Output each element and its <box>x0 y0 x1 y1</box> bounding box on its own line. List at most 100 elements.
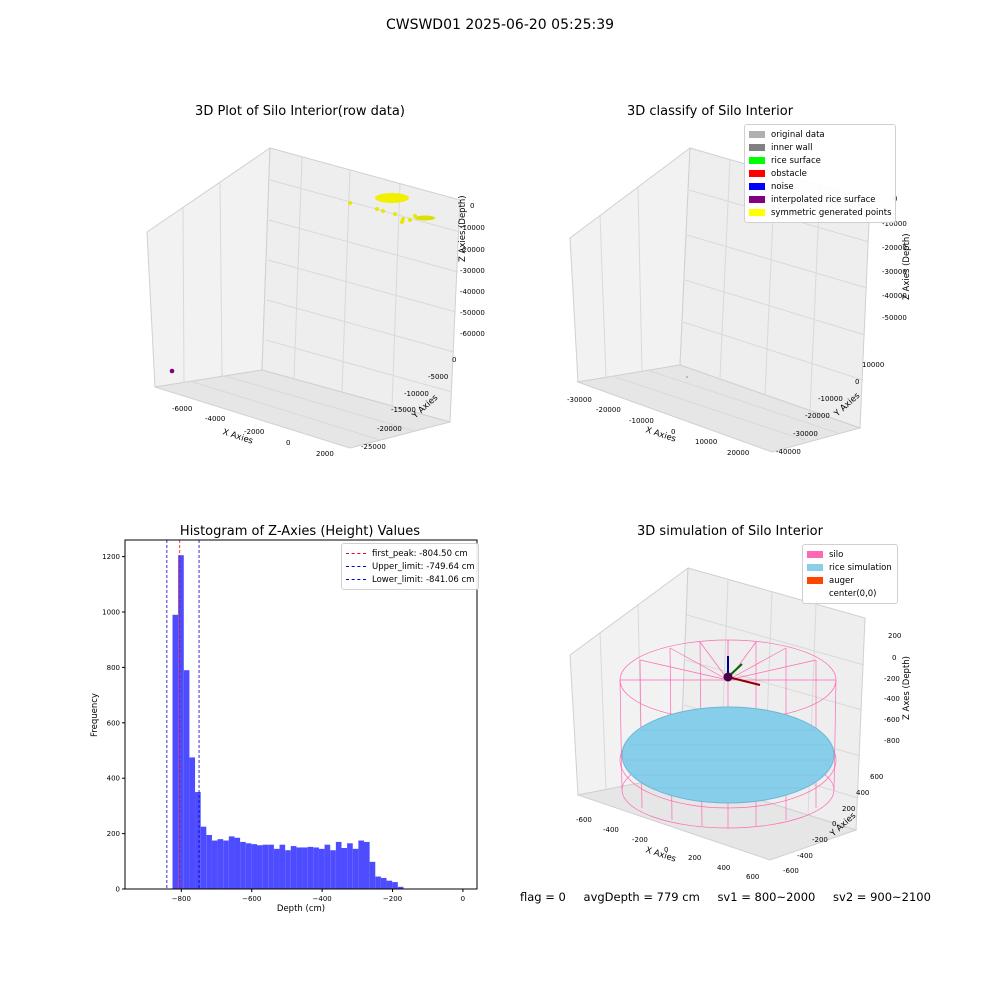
flag-text: flag = 0 <box>520 890 566 904</box>
legend-item-rice-simulation: rice simulation <box>807 561 893 574</box>
histogram-bar <box>290 846 297 889</box>
histogram-bar <box>397 886 404 889</box>
classify-ztick-1: -10000 <box>882 220 907 228</box>
classify-ztick-5: -50000 <box>882 314 907 322</box>
raw-xtick-3: 0 <box>286 439 291 447</box>
histogram-bar <box>347 843 353 889</box>
raw-xtick-4: 2000 <box>316 450 334 458</box>
legend-swatch <box>807 564 823 571</box>
raw-ztick-4: -40000 <box>460 288 485 296</box>
histogram-bar <box>386 880 393 889</box>
histogram-xlabel: Depth (cm) <box>277 904 325 914</box>
sim-ztick-2: -200 <box>884 675 900 683</box>
histogram-ytick-label: 0 <box>116 886 120 894</box>
simulation-legend: silo rice simulation auger center(0,0) <box>802 544 898 604</box>
histogram-bar <box>313 847 319 889</box>
legend-item-inner-wall: inner wall <box>749 141 891 154</box>
legend-item-symmetric-generated-points: symmetric generated points <box>749 206 892 219</box>
legend-label: center(0,0) <box>829 588 877 599</box>
legend-item-original-data: original data <box>749 128 891 141</box>
sim-ytick-6: -600 <box>783 867 799 875</box>
classify-legend: original data inner wall rice surface ob… <box>744 124 896 223</box>
sv2-text: sv2 = 900~2100 <box>833 890 931 904</box>
legend-item-lower-limit: Lower_limit: -841.06 cm <box>346 573 474 586</box>
raw-outlier-point <box>169 368 175 374</box>
histogram-xtick-label: −600 <box>242 895 261 903</box>
histogram-bar <box>189 757 196 889</box>
raw-ytick-3: -15000 <box>391 406 416 414</box>
legend-swatch <box>749 131 765 138</box>
histogram-xtick-label: 0 <box>461 895 465 903</box>
legend-line <box>346 566 366 567</box>
legend-item-rice-surface: rice surface <box>749 154 891 167</box>
legend-swatch <box>749 196 765 203</box>
histogram-bar <box>178 555 184 889</box>
legend-label: Lower_limit: -841.06 cm <box>372 574 475 585</box>
sim-ytick-3: 0 <box>832 820 837 828</box>
histogram-xtick-label: −200 <box>383 895 402 903</box>
histogram-bar <box>206 834 212 889</box>
classify-plot-title: 3D classify of Silo Interior <box>626 104 794 119</box>
histogram-chart: −800 −600 −400 −200 0 020040060080010001200 … <box>90 539 478 914</box>
raw-ytick-5: -25000 <box>361 443 386 451</box>
figure-title: CWSWD01 2025-06-20 05:25:39 <box>385 17 615 33</box>
histogram-ytick-label: 800 <box>107 664 120 672</box>
sim-xtick-5: 400 <box>717 864 731 872</box>
histogram-xtick-label: −800 <box>172 895 191 903</box>
histogram-ytick-label: 400 <box>107 775 120 783</box>
legend-item-noise: noise <box>749 180 891 193</box>
legend-label: auger <box>829 575 854 586</box>
legend-item-center: center(0,0) <box>807 587 893 600</box>
raw-ztick-3: -30000 <box>460 267 485 275</box>
raw-left-pane <box>146 147 271 388</box>
histogram-bar <box>183 670 190 889</box>
sim-ztick-5: -800 <box>884 737 900 745</box>
raw-xtick-2: -2000 <box>244 428 265 436</box>
histogram-ylabel: Frequency <box>90 693 100 737</box>
sim-ytick-1: 400 <box>856 789 870 797</box>
simulation-3d-axes <box>569 566 866 861</box>
sim-ztick-3: -400 <box>884 695 900 703</box>
legend-item-upper-limit: Upper_limit: -749.64 cm <box>346 560 475 573</box>
raw-ztick-5: -50000 <box>460 309 485 317</box>
raw-xtick-0: -6000 <box>172 405 193 413</box>
histogram-title: Histogram of Z-Axies (Height) Values <box>179 524 421 539</box>
histogram-bar <box>279 844 286 889</box>
classify-ytick-1: 0 <box>855 378 860 386</box>
classify-xtick-3: 0 <box>671 428 676 436</box>
legend-label: original data <box>771 129 825 140</box>
sim-xtick-0: -600 <box>576 816 592 824</box>
classify-ytick-3: -20000 <box>805 412 830 420</box>
legend-item-silo: silo <box>807 548 893 561</box>
histogram-bar <box>262 844 269 889</box>
legend-label: rice surface <box>771 155 821 166</box>
legend-label: inner wall <box>771 142 813 153</box>
histogram-bar <box>211 840 218 889</box>
legend-swatch <box>807 577 823 584</box>
histogram-bar <box>364 841 370 889</box>
classify-xtick-2: -10000 <box>629 417 654 425</box>
histogram-bar <box>358 840 365 889</box>
histogram-bar <box>172 614 179 889</box>
histogram-bar <box>240 841 246 889</box>
histogram-bar <box>352 848 359 889</box>
sim-ytick-2: 200 <box>842 805 856 813</box>
raw-ztick-6: -60000 <box>460 330 485 338</box>
sim-xtick-1: -400 <box>603 826 619 834</box>
legend-item-interpolated-rice-surface: interpolated rice surface <box>749 193 891 206</box>
histogram-bar <box>268 844 274 889</box>
histogram-bar <box>380 877 387 889</box>
legend-line <box>346 553 366 554</box>
legend-item-first-peak: first_peak: -804.50 cm <box>346 547 474 560</box>
histogram-bar <box>273 848 280 889</box>
raw-ztick-0: 0 <box>470 202 475 210</box>
legend-label: first_peak: -804.50 cm <box>372 548 468 559</box>
histogram-ytick-label: 200 <box>107 830 120 838</box>
classify-ytick-4: -30000 <box>793 430 818 438</box>
sim-ytick-0: 600 <box>870 773 884 781</box>
raw-xtick-1: -4000 <box>205 415 226 423</box>
legend-label: rice simulation <box>829 562 892 573</box>
histogram-bar <box>375 876 381 889</box>
raw-ztick-2: -20000 <box>460 246 485 254</box>
classify-ytick-5: -40000 <box>776 448 801 456</box>
